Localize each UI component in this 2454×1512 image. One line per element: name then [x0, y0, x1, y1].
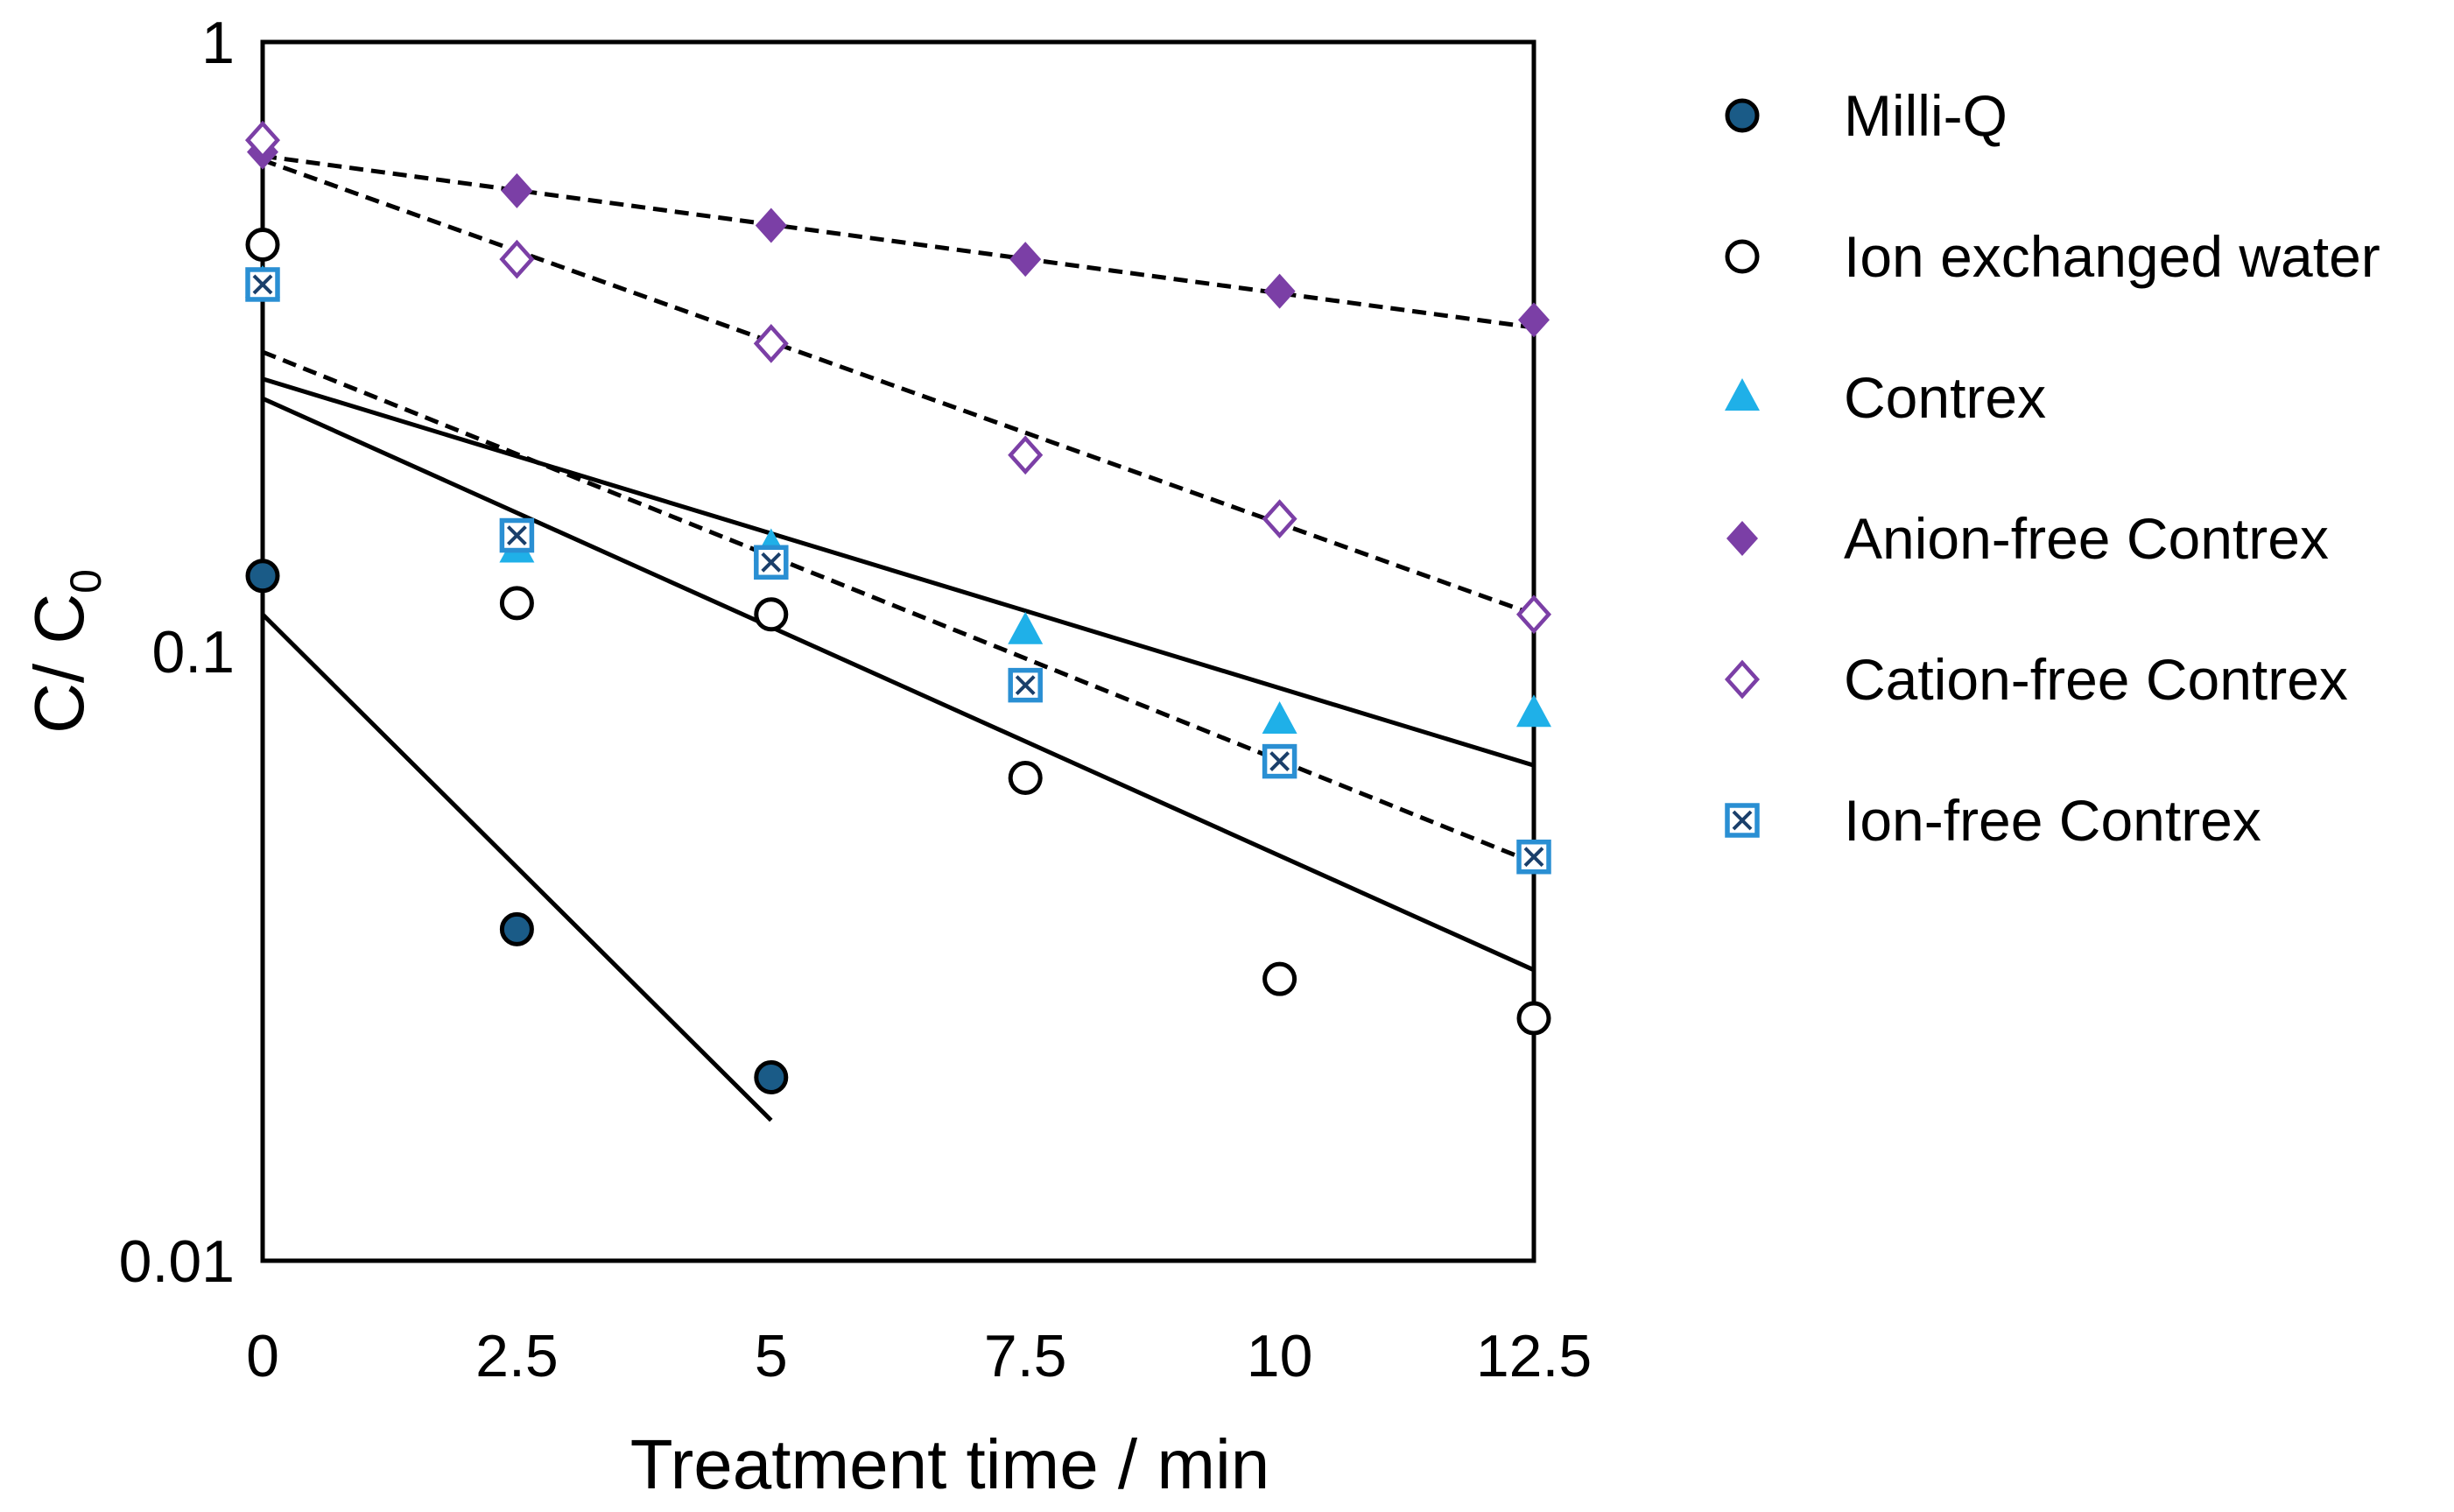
fit-line-anion-free-contrex: [263, 153, 1534, 330]
marker-ion-exchanged-water: [754, 597, 789, 632]
x-tick-label: 12.5: [1476, 1323, 1592, 1389]
x-axis-title: Treatment time / min: [630, 1425, 1270, 1503]
fit-line-ion-exchanged-water: [263, 396, 1534, 973]
marker-anion-free-contrex: [501, 172, 533, 208]
legend-item-cation-free-contrex: Cation-free Contrex: [1724, 647, 2348, 712]
legend-label: Anion-free Contrex: [1844, 506, 2329, 571]
legend-marker: [1724, 659, 1761, 700]
marker-anion-free-contrex: [1009, 242, 1042, 278]
x-tick-label: 10: [1247, 1323, 1313, 1389]
fit-line-ion-free-contrex: [263, 349, 1534, 865]
marker-ion-free-contrex: [499, 517, 535, 553]
marker-ion-free-contrex: [754, 545, 789, 580]
marker-contrex: [1008, 611, 1044, 644]
plot-area: [263, 42, 1534, 1261]
y-tick-label: 1: [201, 10, 235, 76]
fit-lines: [263, 153, 1534, 1122]
y-axis-ticks: 1 0.1 0.01: [119, 10, 235, 1295]
marker-cation-free-contrex: [499, 239, 535, 279]
data-markers: [244, 120, 1552, 1094]
legend-marker: [1725, 803, 1760, 838]
marker-cation-free-contrex: [753, 324, 789, 363]
marker-ion-free-contrex: [245, 267, 280, 302]
fit-line-cation-free-contrex: [263, 158, 1534, 617]
legend-label: Cation-free Contrex: [1844, 647, 2348, 712]
fit-line-contrex: [263, 376, 1534, 768]
marker-contrex: [1262, 701, 1297, 735]
y-axis-title-main: C/ C: [20, 594, 98, 734]
legend-marker: [1725, 378, 1760, 411]
marker-ion-exchanged-water: [1516, 1001, 1551, 1036]
marker-ion-exchanged-water: [1008, 760, 1043, 795]
legend-label: Ion-free Contrex: [1844, 788, 2261, 853]
marker-milli-q: [245, 559, 280, 594]
legend-marker: [1726, 521, 1758, 556]
marker-milli-q: [754, 1059, 789, 1094]
legend-label: Contrex: [1844, 365, 2046, 430]
legend-label: Milli-Q: [1844, 83, 2007, 148]
marker-ion-free-contrex: [1008, 667, 1043, 703]
legend-item-milli-q: Milli-Q: [1725, 83, 2007, 148]
legend: Milli-Q Ion exchanged water Contrex Anion-f…: [1724, 83, 2380, 853]
legend-item-contrex: Contrex: [1725, 365, 2046, 430]
y-axis-title-subscript: 0: [61, 569, 110, 594]
marker-cation-free-contrex: [244, 120, 281, 160]
marker-cation-free-contrex: [1515, 594, 1552, 635]
marker-ion-exchanged-water: [499, 586, 534, 621]
marker-ion-free-contrex: [1262, 743, 1297, 779]
x-axis-ticks: 0 2.5 5 7.5 10 12.5: [246, 1323, 1592, 1389]
marker-cation-free-contrex: [1008, 435, 1044, 475]
x-tick-label: 5: [755, 1323, 788, 1389]
y-axis-title: C/ C0: [20, 569, 110, 734]
marker-cation-free-contrex: [1262, 499, 1297, 539]
plot-frame: [260, 39, 1536, 1263]
marker-ion-exchanged-water: [245, 227, 280, 262]
legend-item-ion-free-contrex: Ion-free Contrex: [1725, 788, 2261, 853]
y-tick-label: 0.01: [119, 1228, 235, 1295]
marker-ion-exchanged-water: [1262, 961, 1297, 996]
marker-anion-free-contrex: [1263, 273, 1296, 309]
legend-marker: [1725, 239, 1760, 274]
x-tick-label: 7.5: [984, 1323, 1067, 1389]
marker-ion-free-contrex: [1516, 839, 1551, 875]
legend-item-anion-free-contrex: Anion-free Contrex: [1726, 506, 2329, 571]
marker-milli-q: [499, 911, 534, 946]
x-tick-label: 2.5: [475, 1323, 559, 1389]
svg-text:C/ C0: C/ C0: [20, 569, 110, 734]
x-tick-label: 0: [246, 1323, 279, 1389]
legend-marker: [1725, 98, 1760, 133]
fit-line-milli-q: [263, 612, 773, 1122]
y-tick-label: 0.1: [151, 619, 235, 686]
legend-label: Ion exchanged water: [1844, 224, 2380, 289]
legend-item-ion-exchanged-water: Ion exchanged water: [1725, 224, 2380, 289]
marker-anion-free-contrex: [755, 207, 787, 243]
marker-anion-free-contrex: [1518, 302, 1550, 338]
marker-contrex: [1516, 694, 1551, 728]
